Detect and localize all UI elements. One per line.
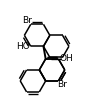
Text: OH: OH xyxy=(59,54,73,63)
Text: HO: HO xyxy=(16,42,30,51)
Text: Br: Br xyxy=(57,80,66,89)
Text: Br: Br xyxy=(23,16,33,25)
